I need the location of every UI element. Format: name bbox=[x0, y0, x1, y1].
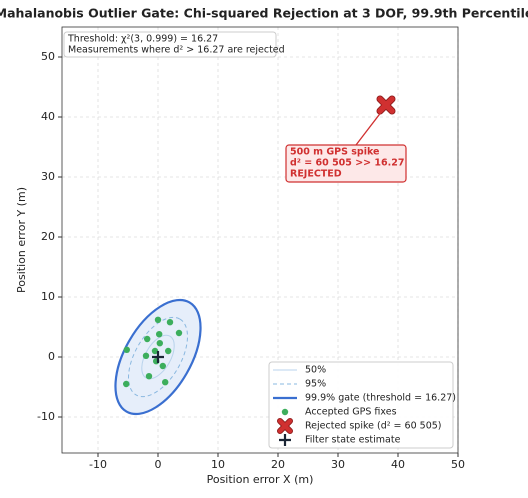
point bbox=[162, 379, 169, 386]
y-tick-label: 40 bbox=[41, 110, 55, 123]
info-box: Threshold: χ²(3, 0.999) = 16.27Measureme… bbox=[63, 31, 285, 58]
point bbox=[156, 331, 163, 338]
x-axis-label: Position error X (m) bbox=[207, 473, 314, 486]
point bbox=[142, 352, 150, 359]
annotation-arrow bbox=[355, 110, 383, 146]
legend-label: Accepted GPS fixes bbox=[305, 407, 397, 418]
plot-area bbox=[114, 95, 396, 416]
y-tick-label: 50 bbox=[41, 50, 55, 63]
x-marker bbox=[377, 96, 395, 114]
legend-label: 95% bbox=[305, 379, 326, 390]
point bbox=[151, 347, 159, 355]
annotation-box bbox=[285, 144, 407, 183]
point bbox=[145, 373, 153, 380]
annotation-text: 500 m GPS spike bbox=[290, 147, 379, 158]
point bbox=[154, 316, 162, 323]
y-tick-label: 10 bbox=[41, 290, 55, 303]
legend-swatch bbox=[281, 408, 289, 416]
chart-title: Mahalanobis Outlier Gate: Chi-squared Re… bbox=[0, 6, 528, 21]
y-tick-label: 30 bbox=[41, 170, 55, 183]
x-tick-label: -10 bbox=[89, 458, 107, 471]
legend-marker bbox=[277, 418, 293, 434]
info-text: Threshold: χ²(3, 0.999) = 16.27 bbox=[67, 34, 218, 45]
plot-frame bbox=[61, 26, 459, 454]
annotation-text: d² = 60 505 >> 16.27 bbox=[290, 158, 404, 169]
x-tick-label: 0 bbox=[155, 458, 162, 471]
legend: 50% 95% 99.9% gate (threshold = 16.27) Acce… bbox=[268, 361, 456, 449]
legend-label: Rejected spike (d² = 60 505) bbox=[305, 421, 441, 432]
point bbox=[166, 319, 174, 326]
legend-label: 50% bbox=[305, 365, 326, 376]
point bbox=[123, 380, 130, 388]
y-tick-label: 20 bbox=[41, 230, 55, 243]
info-text: Measurements where d² > 16.27 are reject… bbox=[68, 45, 285, 56]
confidence-ellipse bbox=[128, 316, 188, 398]
y-tick-label: 0 bbox=[48, 350, 55, 363]
legend-swatch bbox=[277, 418, 293, 434]
x-tick-label: 20 bbox=[271, 458, 285, 471]
legend-marker bbox=[279, 434, 291, 446]
point bbox=[156, 340, 163, 347]
x-tick-label: 40 bbox=[391, 458, 405, 471]
info-box-frame bbox=[63, 31, 277, 58]
rejected-point bbox=[376, 95, 396, 115]
point bbox=[123, 346, 130, 353]
legend-frame bbox=[268, 361, 454, 449]
legend-label: 99.9% gate (threshold = 16.27) bbox=[305, 393, 456, 404]
point bbox=[144, 335, 151, 343]
x-tick-label: 10 bbox=[211, 458, 225, 471]
overlay: Threshold: χ²(3, 0.999) = 16.27Measureme… bbox=[63, 31, 456, 449]
x-tick-label: 50 bbox=[451, 458, 465, 471]
annotation-text: REJECTED bbox=[290, 169, 342, 180]
legend-label: Filter state estimate bbox=[305, 435, 401, 446]
point bbox=[175, 329, 183, 337]
confidence-ellipse bbox=[141, 334, 175, 380]
y-axis-label: Position error Y (m) bbox=[15, 187, 28, 293]
point bbox=[165, 347, 172, 355]
x-tick-label: 30 bbox=[331, 458, 345, 471]
estimate-point bbox=[152, 351, 164, 363]
y-tick-label: -10 bbox=[37, 410, 55, 423]
point bbox=[159, 362, 166, 370]
legend-swatch bbox=[279, 434, 291, 446]
legend-marker bbox=[281, 408, 289, 416]
